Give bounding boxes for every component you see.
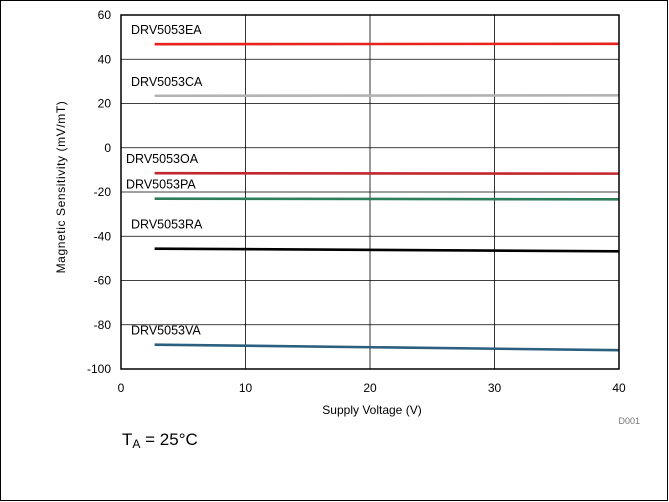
x-tick-labels: 0 10 20 30 40 [118,381,626,395]
x-tick-label: 30 [488,381,502,395]
y-tick-label: -40 [94,229,112,243]
series-label: DRV5053EA [131,23,202,37]
y-tick-label: -100 [87,362,111,376]
condition-suffix: = 25°C [140,430,198,449]
y-tick-label: -80 [94,318,112,332]
x-axis-title: Supply Voltage (V) [322,403,421,417]
figure-code: D001 [618,416,640,426]
x-tick-label: 0 [118,381,125,395]
x-tick-label: 20 [363,381,377,395]
plot-border [120,14,620,370]
condition-prefix: T [122,430,133,449]
x-tick-label: 40 [612,381,626,395]
series-line-drv5053va [154,343,620,352]
y-tick-label: -60 [94,274,112,288]
y-axis-title: Magnetic Sensitivity (mV/mT) [54,101,68,274]
series-label: DRV5053OA [126,152,199,166]
y-tick-label: 60 [98,8,112,22]
y-tick-label: 0 [104,141,111,155]
x-tick-label: 10 [239,381,253,395]
series-label: DRV5053RA [131,218,203,232]
series-labels: DRV5053EA DRV5053CA DRV5053OA DRV5053PA DRV5… [126,23,203,337]
series-line-drv5053ra [154,247,620,253]
condition-subscript: A [132,437,141,451]
series-line-drv5053pa [154,197,620,201]
grid [120,14,620,370]
series-label: DRV5053VA [131,324,201,338]
y-tick-labels: 60 40 20 0 -20 -40 -60 -80 -100 [87,8,111,376]
y-tick-label: 20 [98,97,112,111]
series-lines [154,42,620,352]
series-label: DRV5053PA [126,178,196,192]
y-tick-label: -20 [94,185,112,199]
series-label: DRV5053CA [131,75,203,89]
y-tick-label: 40 [98,52,112,66]
temperature-condition: TA = 25°C [122,430,198,451]
